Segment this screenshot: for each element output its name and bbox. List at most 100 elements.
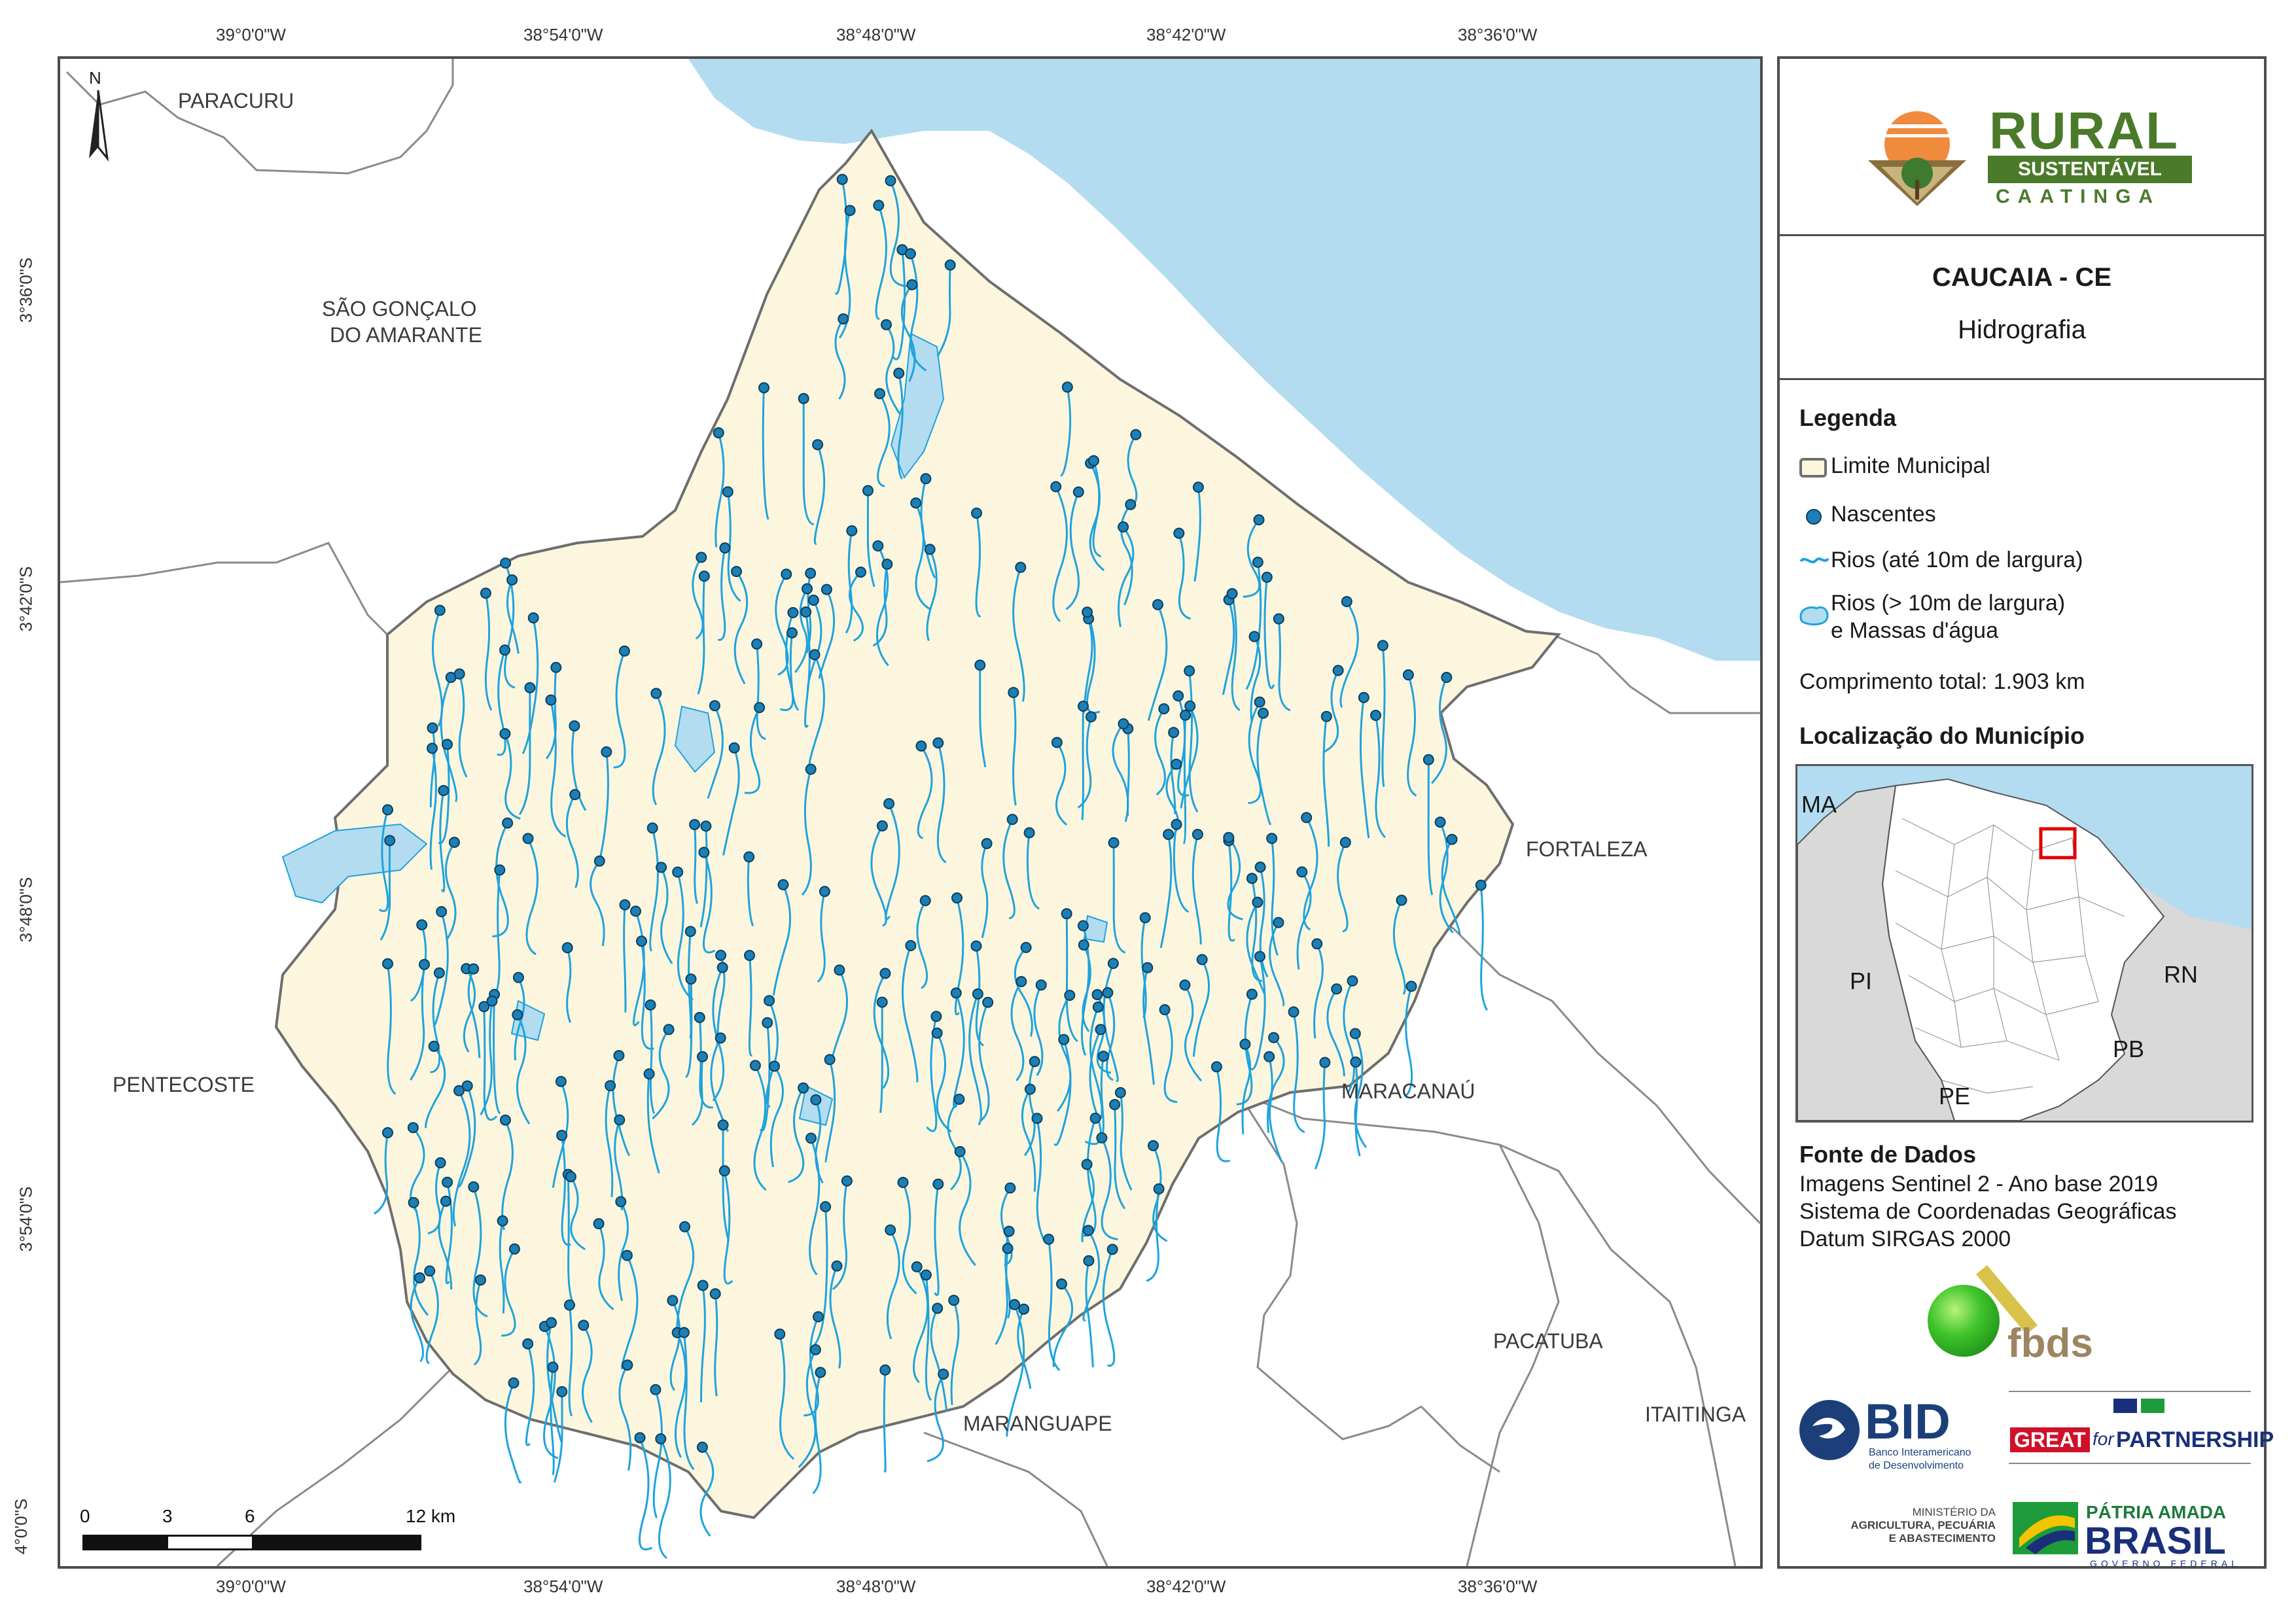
river-segment (567, 1174, 576, 1307)
river-segment (1392, 899, 1406, 995)
spring-point (777, 879, 789, 890)
river-segment (1337, 842, 1349, 933)
river-segment (425, 1045, 446, 1128)
river-segment (431, 610, 444, 727)
spring-point (836, 173, 848, 185)
river-segment (978, 1002, 990, 1123)
spring-point (696, 551, 707, 563)
spring-point (593, 1218, 605, 1230)
river-segment (1192, 834, 1202, 945)
spring-point (824, 1054, 836, 1066)
river-segment (1246, 901, 1266, 996)
graticule-top-label: 38°42'0"W (1146, 25, 1226, 44)
river-segment (936, 1032, 952, 1133)
river-segment (794, 588, 808, 673)
map-canvas[interactable] (60, 59, 1760, 1566)
ministry-line: E ABASTECIMENTO (1888, 1532, 1996, 1544)
spring-point (1095, 1024, 1106, 1036)
river-segment (1375, 715, 1386, 839)
spring-point (433, 967, 445, 979)
river-segment (412, 1202, 429, 1316)
spring-point (1246, 873, 1258, 884)
inset-label-pi: PI (1850, 968, 1873, 994)
river-segment (473, 1280, 482, 1366)
spring-point (1171, 818, 1182, 830)
spring-point (679, 1221, 690, 1232)
river-segment (909, 253, 927, 372)
spring-point (697, 1051, 708, 1062)
scale-bar (82, 1535, 421, 1550)
bid-subtitle: de Desenvolvimento (1869, 1460, 1964, 1471)
river-segment (1021, 1089, 1036, 1192)
legend-heading: Legenda (1799, 404, 1897, 431)
great-partnership: PARTNERSHIP (2116, 1427, 2274, 1452)
spring-point (1125, 498, 1137, 510)
label-maranguape: MARANGUAPE (963, 1412, 1112, 1435)
river-segment (1147, 604, 1168, 721)
spring-point (427, 742, 438, 754)
spring-point (453, 668, 465, 680)
spring-point (512, 971, 524, 983)
river-segment (493, 994, 501, 1115)
river-segment (546, 1322, 563, 1442)
caucaia-municipality[interactable] (274, 128, 1561, 1520)
river-segment (1343, 980, 1355, 1094)
spring-point (715, 949, 727, 961)
river-segment (1326, 988, 1345, 1077)
spring-point (846, 525, 858, 536)
spring-point (906, 279, 918, 290)
river-segment (1250, 878, 1263, 982)
river-segment (1089, 1006, 1103, 1119)
spring-point (621, 1249, 633, 1261)
spring-point (1043, 1233, 1055, 1245)
river-segment (1227, 840, 1235, 942)
river-segment (801, 769, 812, 896)
north-arrow-label: N (89, 68, 101, 88)
river-segment (879, 1002, 883, 1113)
spring-point (800, 606, 812, 618)
river-segment (1010, 981, 1025, 1081)
spring-point (1061, 908, 1072, 920)
spring-point (1288, 1006, 1299, 1018)
spring-point (820, 1201, 832, 1213)
spring-point (1192, 481, 1204, 493)
spring-point (883, 798, 895, 809)
river-segment (975, 513, 981, 618)
spring-point (1102, 987, 1114, 998)
spring-point (499, 728, 511, 740)
river-segment (1017, 1308, 1032, 1389)
spring-point (601, 746, 612, 758)
river-segment (373, 1132, 389, 1215)
spring-point (524, 682, 536, 693)
river-segment (1140, 917, 1147, 1019)
spring-point (1086, 711, 1097, 723)
map-frame[interactable]: N PARACURU SÃO GONÇALO DO AMARANTE PENTE… (58, 56, 1763, 1569)
spring-point (427, 722, 438, 734)
spring-point (731, 566, 742, 578)
panel-divider (1780, 234, 2264, 236)
river-segment (1354, 1062, 1361, 1157)
spring-point (1296, 866, 1308, 878)
river-segment (889, 180, 907, 287)
spring-point (881, 319, 892, 330)
spring-point (743, 851, 755, 863)
river-segment (814, 1206, 828, 1346)
spring-point (615, 1196, 627, 1208)
river-segment (1249, 956, 1266, 1071)
spring-point (634, 1432, 646, 1444)
legend-item-boundary: Limite Municipal (1831, 453, 1990, 478)
spring-point (561, 942, 573, 954)
graticule-top-label: 39°0'0"W (216, 25, 286, 44)
spring-point (545, 694, 557, 706)
great-for: for (2093, 1429, 2114, 1449)
spring-point (461, 1080, 473, 1092)
spring-point (1083, 1255, 1095, 1266)
river-segment (1142, 967, 1155, 1085)
river-segment (959, 1151, 976, 1266)
spring-point (1441, 672, 1453, 683)
river-segment (1277, 618, 1291, 712)
spring-point (819, 886, 830, 898)
spring-point (414, 1272, 425, 1283)
spring-point (805, 567, 817, 579)
river-segment (1159, 834, 1173, 949)
